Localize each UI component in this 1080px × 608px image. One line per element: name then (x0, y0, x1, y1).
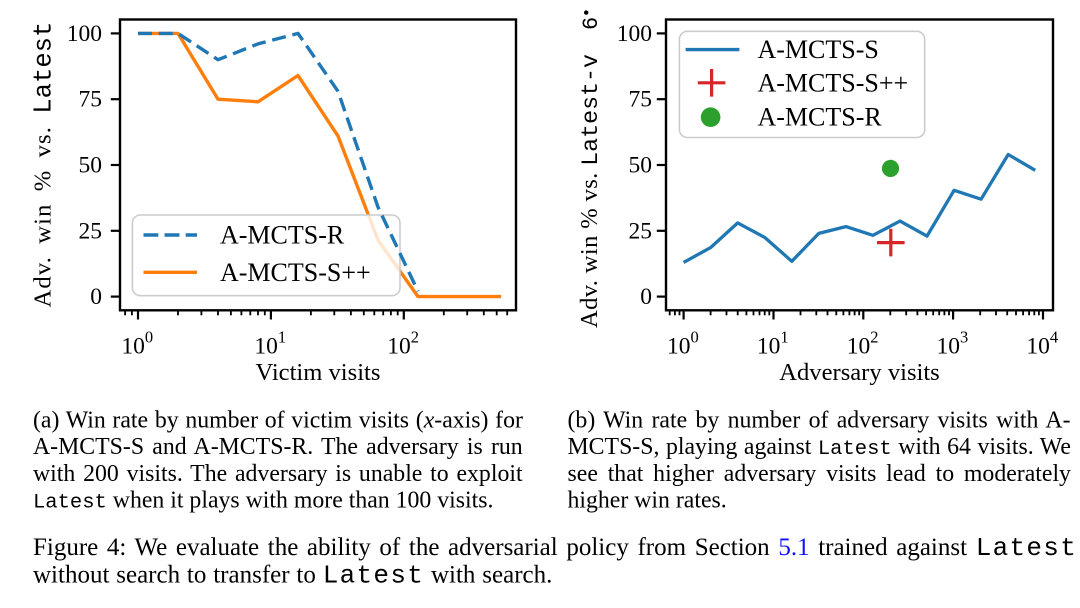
svg-text:50: 50 (79, 153, 103, 179)
svg-text:Latest when it plays with more: Latest when it plays with more than 100 … (33, 488, 493, 515)
svg-text:100: 100 (617, 21, 652, 47)
svg-text:Adv. win % vs. Latest-v6: Adv. win % vs. Latest-v6 (576, 16, 604, 328)
svg-text:25: 25 (79, 218, 103, 244)
svg-text:100: 100 (67, 21, 102, 47)
svg-text:Adversary visits: Adversary visits (779, 359, 940, 386)
svg-text:A-MCTS-R: A-MCTS-R (758, 103, 883, 132)
svg-text:with 200 visits. The adversary: with 200 visits. The adversary is unable… (33, 461, 523, 487)
svg-text:without search to transfer to: without search to transfer to Latest wit… (33, 561, 552, 591)
svg-text:(a) Win rate by number of vict: (a) Win rate by number of victim visits … (33, 408, 523, 434)
svg-text:see that higher adversary visi: see that higher adversary visits lead to… (568, 461, 1072, 487)
svg-text:Figure 4: We evaluate the abil: Figure 4: We evaluate the ability of the… (33, 533, 1077, 563)
svg-text:A-MCTS-R: A-MCTS-R (220, 221, 345, 250)
svg-text:Adv. win % vs. Latest: Adv. win % vs. Latest (30, 22, 59, 308)
svg-text:0: 0 (90, 284, 102, 310)
svg-text:75: 75 (629, 87, 653, 113)
svg-text:(b) Win rate by number of adve: (b) Win rate by number of adversary visi… (568, 408, 1071, 434)
svg-text:Victim visits: Victim visits (256, 359, 381, 386)
svg-text:A-MCTS-S++: A-MCTS-S++ (220, 258, 371, 287)
svg-text:0: 0 (640, 284, 652, 310)
svg-text:MCTS-S, playing against Latest: MCTS-S, playing against Latest with 64 v… (568, 434, 1071, 461)
svg-text:75: 75 (79, 87, 103, 113)
svg-text:101: 101 (757, 328, 789, 360)
svg-text:25: 25 (629, 218, 653, 244)
svg-text:higher win rates.: higher win rates. (568, 488, 727, 514)
svg-text:A-MCTS-S and A-MCTS-R. The adv: A-MCTS-S and A-MCTS-R. The adversary is … (33, 434, 523, 460)
svg-text:A-MCTS-S: A-MCTS-S (758, 35, 879, 64)
svg-text:A-MCTS-S++: A-MCTS-S++ (758, 68, 909, 97)
svg-text:50: 50 (629, 153, 653, 179)
